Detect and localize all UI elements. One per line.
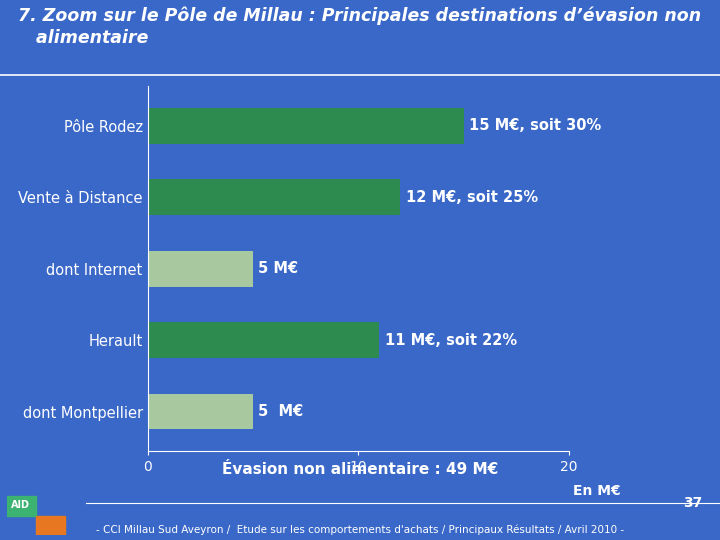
Text: En M€: En M€ <box>573 484 621 498</box>
Text: 37: 37 <box>683 496 702 510</box>
Text: - CCI Millau Sud Aveyron /  Etude sur les comportements d'achats / Principaux Ré: - CCI Millau Sud Aveyron / Etude sur les… <box>96 524 624 535</box>
Text: 5 M€: 5 M€ <box>258 261 298 276</box>
Text: 12 M€, soit 25%: 12 M€, soit 25% <box>405 190 538 205</box>
Bar <box>7 496 36 516</box>
Text: 15 M€, soit 30%: 15 M€, soit 30% <box>469 118 601 133</box>
Text: 5  M€: 5 M€ <box>258 404 303 419</box>
Text: 11 M€, soit 22%: 11 M€, soit 22% <box>384 333 517 348</box>
Bar <box>148 394 253 429</box>
Bar <box>148 251 253 287</box>
Bar <box>148 179 400 215</box>
Text: Évasion non alimentaire : 49 M€: Évasion non alimentaire : 49 M€ <box>222 462 498 477</box>
Text: 7. Zoom sur le Pôle de Millau : Principales destinations d’évasion non
   alimen: 7. Zoom sur le Pôle de Millau : Principa… <box>18 6 701 47</box>
Bar <box>148 108 464 144</box>
Bar <box>148 322 379 358</box>
Text: AID: AID <box>12 501 30 510</box>
Bar <box>36 516 65 535</box>
